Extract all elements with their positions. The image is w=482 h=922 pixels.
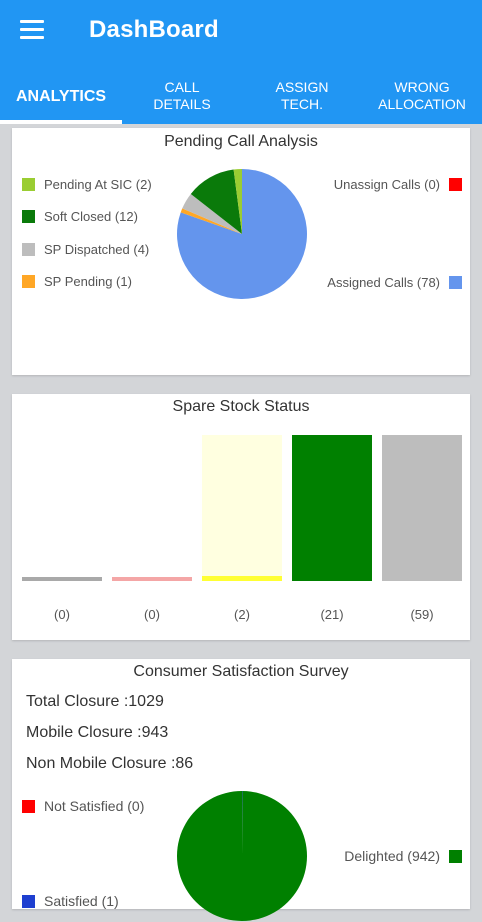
legend-swatch: [22, 895, 35, 908]
total-closure-text: Total Closure :1029: [26, 693, 164, 711]
bar: [22, 577, 102, 581]
bar-value-label: (59): [382, 607, 462, 622]
bar-value-label: (0): [22, 607, 102, 622]
tab-analytics[interactable]: ANALYTICS: [0, 72, 122, 120]
bar: [382, 435, 462, 581]
tab-call-details[interactable]: CALL DETAILS: [122, 72, 242, 120]
pie-slice-delighted: [177, 791, 307, 921]
active-tab-indicator: [0, 120, 122, 124]
legend-satisfied: Satisfied (1): [22, 893, 119, 909]
legend-swatch: [449, 276, 462, 289]
legend-soft-closed: Soft Closed (12): [22, 209, 138, 224]
legend-swatch: [22, 243, 35, 256]
legend-not-satisfied: Not Satisfied (0): [22, 798, 144, 814]
legend-sp-dispatched: SP Dispatched (4): [22, 242, 149, 257]
bar: [112, 577, 192, 581]
legend-swatch: [22, 178, 35, 191]
legend-swatch: [449, 178, 462, 191]
legend-unassign-calls: Unassign Calls (0): [334, 177, 462, 192]
bar-value-label: (2): [202, 607, 282, 622]
tab-assign-tech[interactable]: ASSIGN TECH.: [242, 72, 362, 120]
legend-pending-at-sic: Pending At SIC (2): [22, 177, 152, 192]
bar-value-label: (0): [112, 607, 192, 622]
non-mobile-closure-text: Non Mobile Closure :86: [26, 755, 193, 773]
pending-call-title: Pending Call Analysis: [12, 133, 470, 151]
legend-assigned-calls: Assigned Calls (78): [327, 275, 462, 290]
page-title: DashBoard: [89, 16, 219, 44]
legend-swatch: [449, 850, 462, 863]
bar-value-label: (21): [292, 607, 372, 622]
pending-call-pie-chart: [176, 168, 308, 300]
legend-swatch: [22, 210, 35, 223]
menu-icon[interactable]: [20, 20, 46, 42]
tab-wrong-allocation[interactable]: WRONG ALLOCATION: [362, 72, 482, 120]
bar-track: [202, 435, 282, 581]
legend-delighted: Delighted (942): [344, 848, 462, 864]
legend-sp-pending: SP Pending (1): [22, 274, 132, 289]
bar: [292, 435, 372, 581]
satisfaction-pie-chart: [176, 790, 308, 922]
satisfaction-survey-title: Consumer Satisfaction Survey: [12, 663, 470, 681]
app-bar: DashBoard ANALYTICS CALL DETAILS ASSIGN …: [0, 0, 482, 124]
mobile-closure-text: Mobile Closure :943: [26, 724, 168, 742]
legend-swatch: [22, 275, 35, 288]
bar: [202, 576, 282, 581]
spare-stock-title: Spare Stock Status: [12, 398, 470, 416]
legend-swatch: [22, 800, 35, 813]
bar-track: [22, 435, 102, 581]
bar-track: [112, 435, 192, 581]
